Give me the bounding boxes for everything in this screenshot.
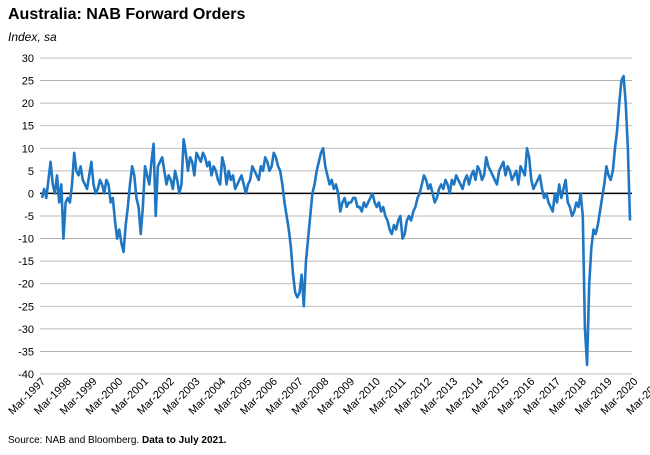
y-tick-label: -30 bbox=[18, 324, 34, 336]
y-axis-ticks: -40 -35 -30 -25 -20 -15 -10 -5 0 5 10 15 20 25 30 bbox=[18, 53, 34, 381]
series-line-forward-orders bbox=[40, 74, 632, 367]
source-note: Source: NAB and Bloomberg. Data to July … bbox=[8, 435, 226, 446]
y-tick-label: 10 bbox=[22, 143, 34, 155]
source-data-note: Data to July 2021. bbox=[141, 435, 227, 446]
y-tick-label: -40 bbox=[18, 369, 34, 381]
y-tick-label: -10 bbox=[18, 234, 34, 246]
y-tick-label: -20 bbox=[18, 279, 34, 291]
chart-title: Australia: NAB Forward Orders bbox=[8, 6, 246, 23]
y-tick-label: 15 bbox=[22, 121, 34, 133]
y-tick-label: -5 bbox=[24, 211, 34, 223]
y-tick-label: 25 bbox=[22, 76, 34, 88]
line-chart: -40 -35 -30 -25 -20 -15 -10 -5 0 5 10 15 20 25 30 Mar-… bbox=[6, 53, 650, 418]
y-tick-label: -35 bbox=[18, 346, 34, 358]
y-tick-label: 30 bbox=[22, 53, 34, 65]
x-axis-ticks: Mar-1997Mar-1998Mar-1999Mar-2000Mar-2001… bbox=[6, 376, 650, 418]
source-text: Source: NAB and Bloomberg. bbox=[8, 435, 142, 446]
y-tick-label: -25 bbox=[18, 301, 34, 313]
y-tick-label: 5 bbox=[28, 166, 34, 178]
gridlines bbox=[40, 57, 632, 375]
y-tick-label: 0 bbox=[28, 188, 34, 200]
y-tick-label: -15 bbox=[18, 256, 34, 268]
y-tick-label: 20 bbox=[22, 98, 34, 110]
chart-subtitle: Index, sa bbox=[8, 30, 57, 44]
